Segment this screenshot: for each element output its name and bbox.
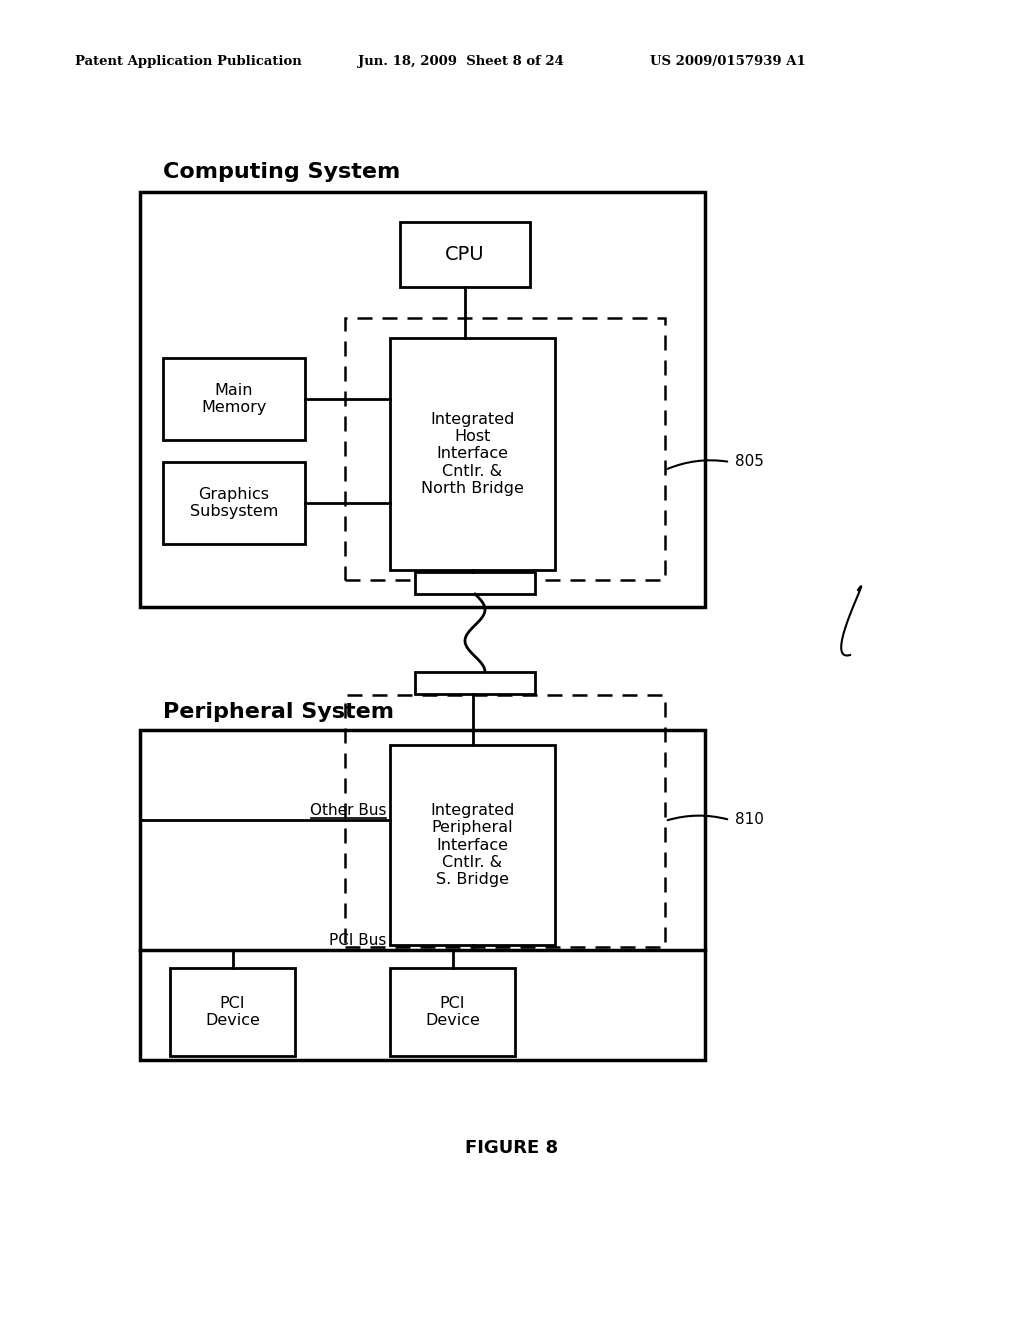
Text: US 2009/0157939 A1: US 2009/0157939 A1	[650, 55, 806, 69]
Text: FIGURE 8: FIGURE 8	[466, 1139, 558, 1158]
Bar	[390, 338, 555, 570]
Bar	[140, 191, 705, 607]
Text: Patent Application Publication: Patent Application Publication	[75, 55, 302, 69]
Text: 805: 805	[735, 454, 764, 470]
Text: CPU: CPU	[445, 246, 484, 264]
Text: PCI Bus: PCI Bus	[329, 933, 386, 948]
Text: Other Bus: Other Bus	[309, 803, 386, 818]
Bar	[415, 672, 535, 694]
Bar	[170, 968, 295, 1056]
Bar	[163, 358, 305, 440]
Text: PCI
Device: PCI Device	[425, 995, 480, 1028]
Text: 810: 810	[735, 813, 764, 828]
Text: Graphics
Subsystem: Graphics Subsystem	[189, 487, 279, 519]
Bar	[345, 318, 665, 579]
Bar	[345, 696, 665, 946]
Text: Integrated
Host
Interface
Cntlr. &
North Bridge: Integrated Host Interface Cntlr. & North…	[421, 412, 524, 496]
Text: Peripheral System: Peripheral System	[163, 702, 394, 722]
Bar	[163, 462, 305, 544]
Text: PCI
Device: PCI Device	[205, 995, 260, 1028]
Bar	[140, 730, 705, 1060]
Text: Jun. 18, 2009  Sheet 8 of 24: Jun. 18, 2009 Sheet 8 of 24	[358, 55, 564, 69]
Text: Main
Memory: Main Memory	[202, 383, 266, 416]
Bar	[390, 968, 515, 1056]
Bar	[400, 222, 530, 286]
Bar	[415, 572, 535, 594]
Text: Integrated
Peripheral
Interface
Cntlr. &
S. Bridge: Integrated Peripheral Interface Cntlr. &…	[430, 803, 515, 887]
Bar	[390, 744, 555, 945]
Text: Computing System: Computing System	[163, 162, 400, 182]
